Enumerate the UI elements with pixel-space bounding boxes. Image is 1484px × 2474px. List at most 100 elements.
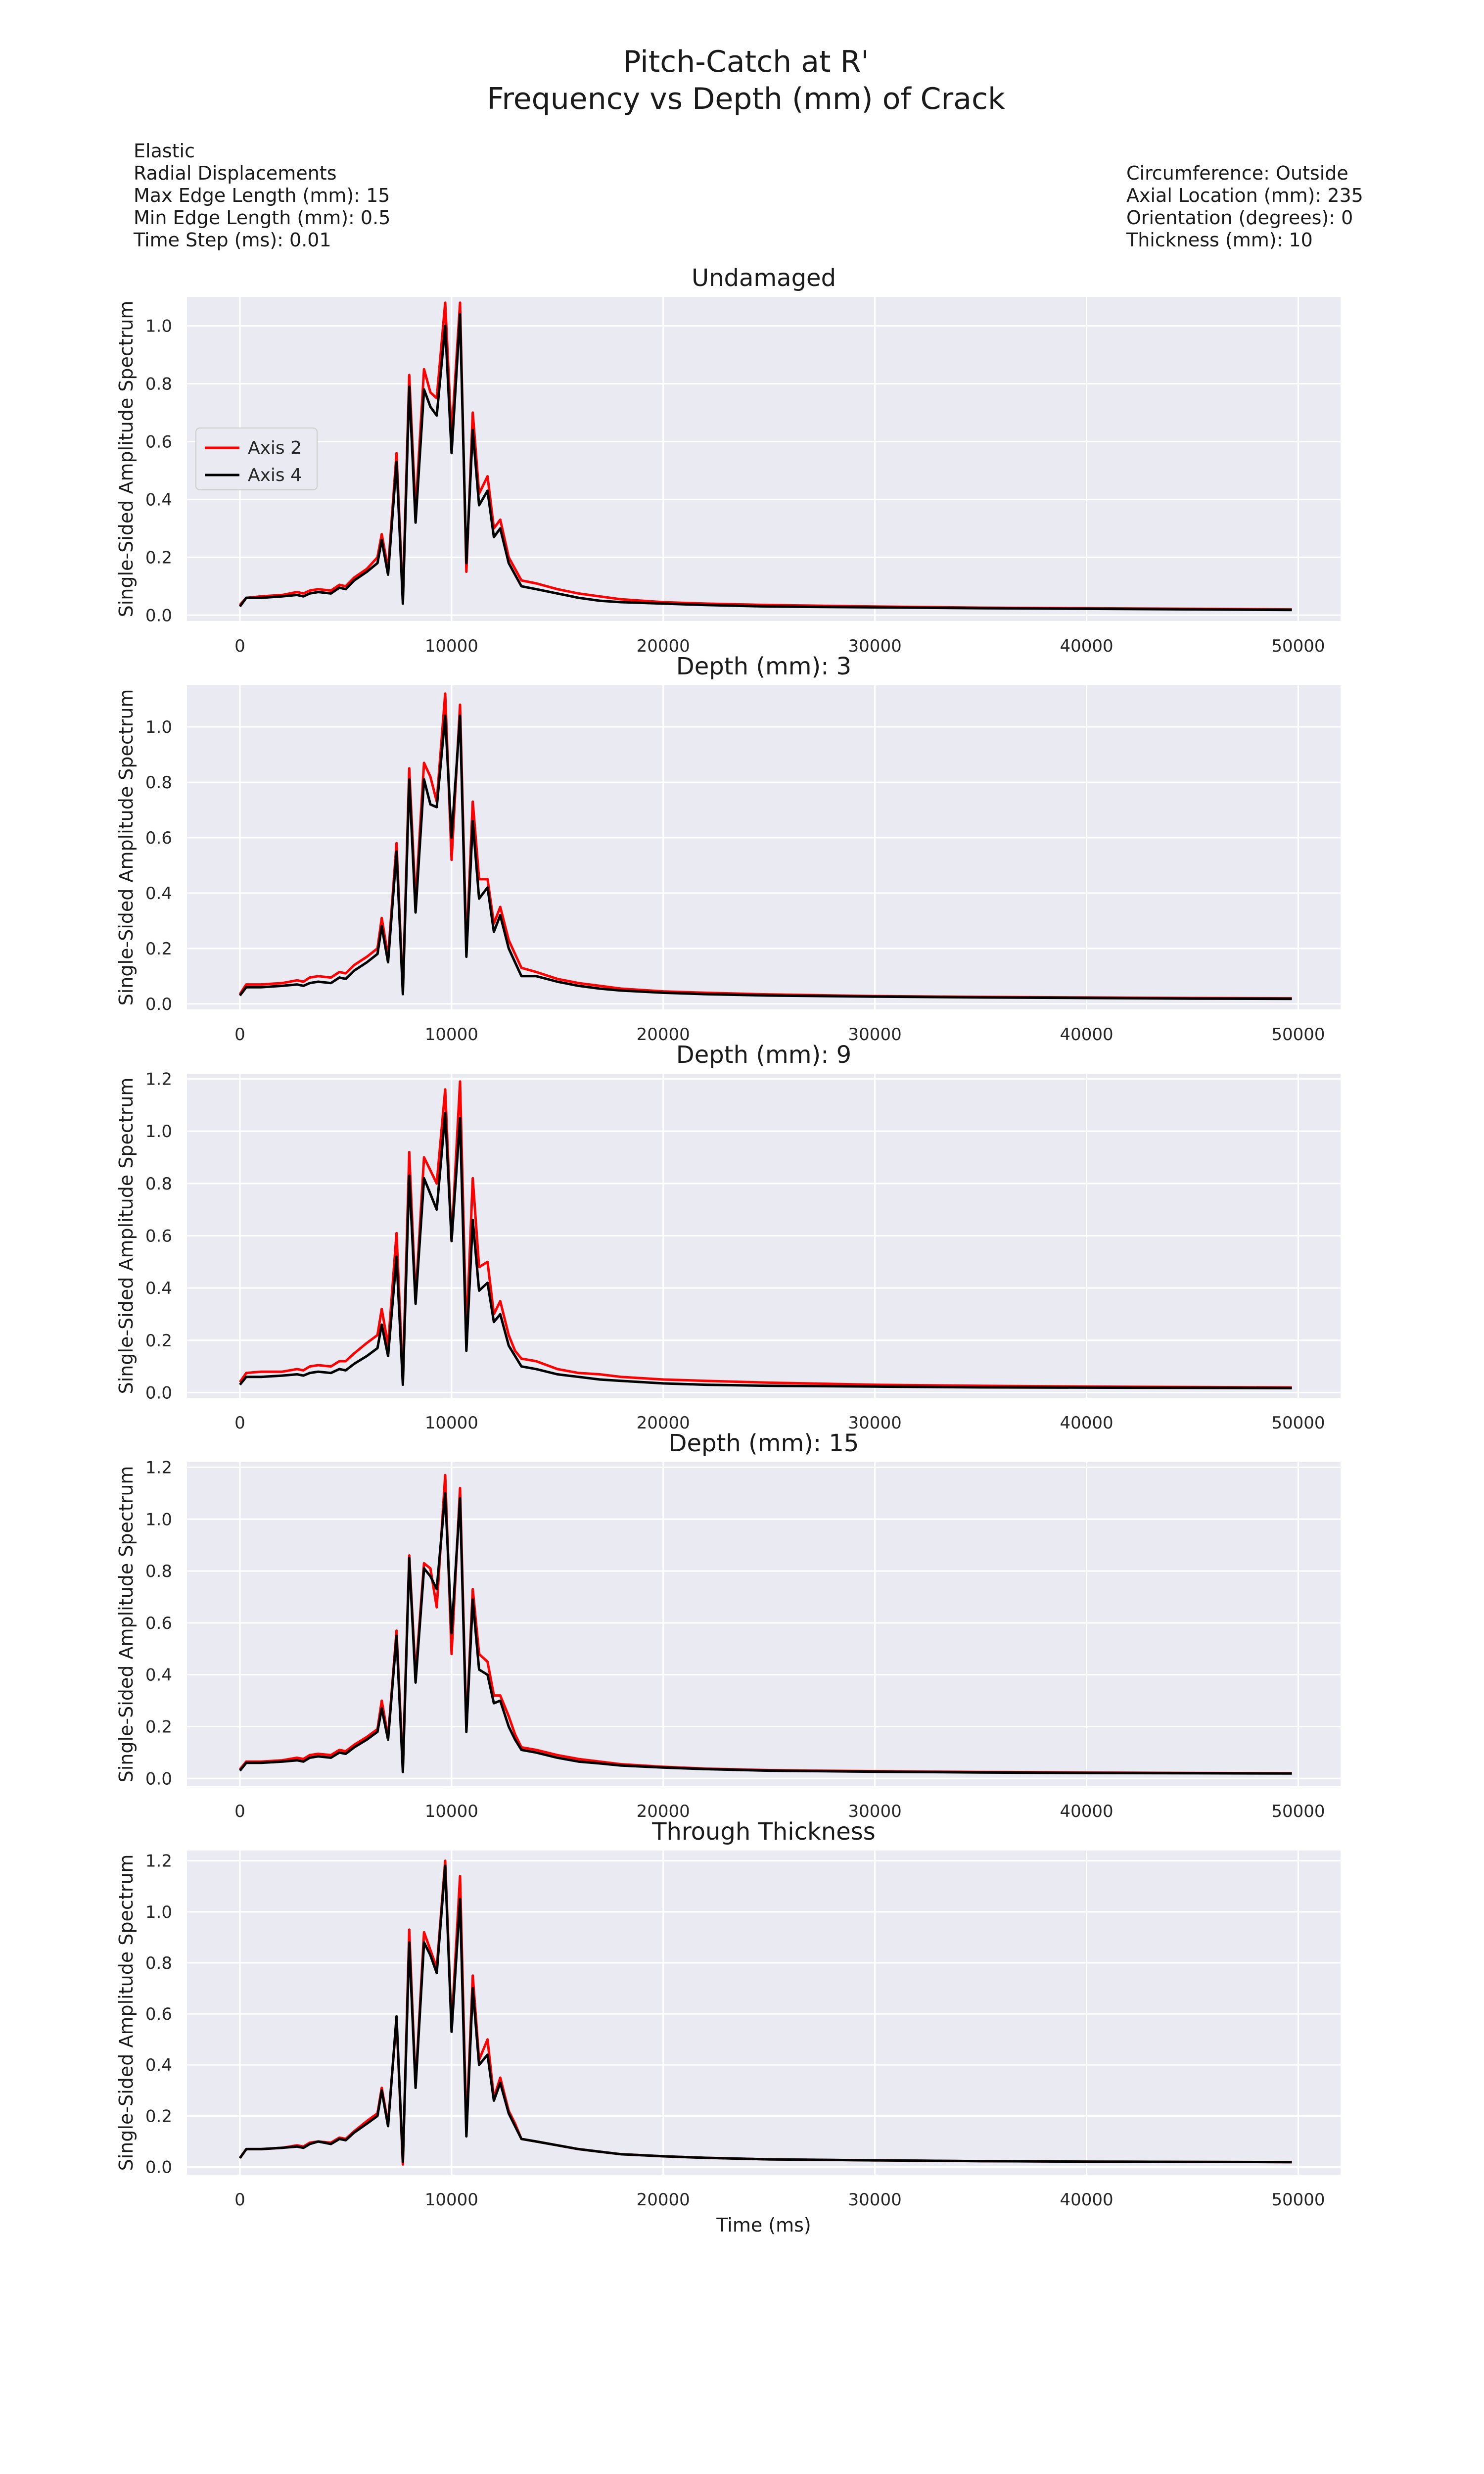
y-axis-label: Single-Sided Amplitude Spectrum (115, 1466, 137, 1783)
series-line-axis-4 (238, 313, 1292, 612)
x-tick-label: 0 (234, 1413, 245, 1433)
x-tick-label: 0 (234, 2190, 245, 2210)
x-tick-label: 10000 (425, 1413, 478, 1433)
y-tick-label: 1.0 (145, 316, 172, 336)
x-tick-label: 50000 (1271, 636, 1325, 656)
subplot-title: Depth (mm): 9 (676, 1041, 851, 1069)
plot-area (187, 1462, 1341, 1786)
x-tick-label: 20000 (637, 1802, 690, 1821)
y-tick-label: 0.4 (145, 884, 172, 904)
x-tick-label: 20000 (637, 636, 690, 656)
y-axis-label: Single-Sided Amplitude Spectrum (115, 1855, 137, 2171)
info-circumference: Circumference: Outside (1126, 162, 1348, 184)
y-tick-label: 1.0 (145, 1903, 172, 1922)
y-tick-label: 0.6 (145, 828, 172, 848)
y-tick-label: 0.2 (145, 2106, 172, 2126)
y-tick-label: 1.0 (145, 717, 172, 737)
x-axis-label: Time (ms) (716, 2214, 811, 2236)
subplot-title: Through Thickness (651, 1818, 876, 1846)
right-info-block: Circumference: Outside Axial Location (m… (1126, 162, 1363, 251)
x-tick-label: 30000 (848, 1802, 902, 1821)
x-tick-label: 50000 (1271, 1413, 1325, 1433)
subplot-5: 0 10000 20000 30000 40000 50000 0.0 0.2 0.4 0.6 0.… (115, 1818, 1341, 2236)
y-tick-label: 0.2 (145, 548, 172, 568)
y-tick-label: 1.0 (145, 1122, 172, 1142)
series-line-axis-4 (238, 1864, 1292, 2164)
y-tick-label: 0.4 (145, 1665, 172, 1685)
series-line-axis-4 (239, 714, 1292, 1000)
x-tick-label: 10000 (425, 2190, 478, 2210)
y-tick-label: 0.0 (145, 995, 172, 1014)
subplot-2: 0 10000 20000 30000 40000 50000 0.0 0.2 0.4 0.6 0.… (115, 653, 1341, 1045)
x-tick-label: 40000 (1060, 2190, 1113, 2210)
x-tick-label: 50000 (1271, 1802, 1325, 1821)
subplots: 0 10000 20000 30000 40000 50000 0.0 0.2 0.4 0.6 0.… (115, 264, 1341, 2236)
y-tick-label: 0.2 (145, 1331, 172, 1351)
y-tick-label: 1.2 (145, 1458, 172, 1477)
x-tick-label: 20000 (637, 2190, 690, 2210)
x-tick-label: 30000 (848, 1025, 902, 1045)
plot-area (187, 297, 1341, 621)
y-tick-label: 0.8 (145, 374, 172, 394)
info-thickness: Thickness (mm): 10 (1126, 229, 1313, 251)
legend-label: Axis 2 (248, 438, 302, 458)
y-tick-label: 0.2 (145, 939, 172, 959)
y-tick-label: 0.8 (145, 1174, 172, 1194)
x-tick-label: 10000 (425, 1025, 478, 1045)
y-tick-label: 0.6 (145, 1614, 172, 1633)
x-tick-label: 0 (234, 1025, 245, 1045)
y-tick-label: 1.0 (145, 1510, 172, 1529)
series-line-axis-4 (239, 1111, 1292, 1389)
subplot-3: 0 10000 20000 30000 40000 50000 0.0 0.2 0.4 0.6 0.… (115, 1041, 1341, 1433)
y-tick-label: 1.2 (145, 1070, 172, 1090)
legend-label: Axis 4 (248, 465, 302, 485)
x-tick-label: 0 (234, 1802, 245, 1821)
x-tick-label: 40000 (1060, 1025, 1113, 1045)
y-tick-label: 0.0 (145, 1383, 172, 1403)
y-tick-label: 0.0 (145, 2158, 172, 2178)
x-tick-label: 20000 (637, 1413, 690, 1433)
y-axis-label: Single-Sided Amplitude Spectrum (115, 1078, 137, 1394)
series-line-axis-4 (239, 1492, 1292, 1775)
y-tick-label: 0.0 (145, 1769, 172, 1789)
y-tick-label: 0.2 (145, 1717, 172, 1737)
y-axis-label: Single-Sided Amplitude Spectrum (115, 689, 137, 1006)
x-tick-label: 40000 (1060, 1413, 1113, 1433)
figure-title-line2: Frequency vs Depth (mm) of Crack (487, 82, 1005, 116)
x-tick-label: 10000 (425, 1802, 478, 1821)
figure-title-line1: Pitch-Catch at R' (623, 45, 869, 79)
y-tick-label: 0.8 (145, 1562, 172, 1581)
plot-area (187, 685, 1341, 1009)
y-tick-label: 0.4 (145, 2055, 172, 2075)
x-tick-label: 0 (234, 636, 245, 656)
x-tick-label: 10000 (425, 636, 478, 656)
subplot-title: Depth (mm): 15 (669, 1429, 859, 1457)
info-displacement-type: Radial Displacements (134, 162, 337, 184)
x-tick-label: 20000 (637, 1025, 690, 1045)
subplot-title: Undamaged (692, 264, 836, 292)
x-tick-label: 30000 (848, 2190, 902, 2210)
x-tick-label: 50000 (1271, 2190, 1325, 2210)
y-tick-label: 1.2 (145, 1852, 172, 1871)
info-orientation: Orientation (degrees): 0 (1126, 207, 1353, 229)
y-tick-label: 0.6 (145, 1227, 172, 1246)
info-max-edge-length: Max Edge Length (mm): 15 (134, 185, 390, 206)
info-material: Elastic (134, 140, 195, 162)
plot-area (187, 1851, 1341, 2175)
x-tick-label: 50000 (1271, 1025, 1325, 1045)
y-tick-label: 0.0 (145, 606, 172, 625)
y-tick-label: 0.8 (145, 773, 172, 793)
x-tick-label: 30000 (848, 1413, 902, 1433)
x-tick-label: 40000 (1060, 1802, 1113, 1821)
y-axis-label: Single-Sided Amplitude Spectrum (115, 301, 137, 618)
y-tick-label: 0.4 (145, 490, 172, 510)
info-axial-location: Axial Location (mm): 235 (1126, 185, 1363, 206)
x-tick-label: 40000 (1060, 636, 1113, 656)
subplot-4: 0 10000 20000 30000 40000 50000 0.0 0.2 0.4 0.6 0.… (115, 1429, 1341, 1821)
subplot-title: Depth (mm): 3 (676, 653, 851, 680)
info-time-step: Time Step (ms): 0.01 (133, 229, 331, 251)
legend: Axis 2 Axis 4 (195, 428, 318, 490)
y-tick-label: 0.4 (145, 1279, 172, 1298)
info-min-edge-length: Min Edge Length (mm): 0.5 (134, 207, 390, 229)
